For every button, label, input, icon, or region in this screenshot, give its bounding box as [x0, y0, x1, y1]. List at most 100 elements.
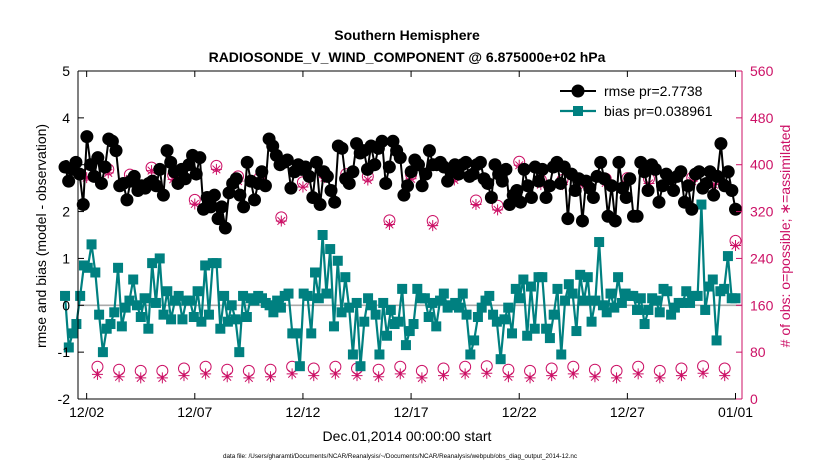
- bias-marker: [582, 272, 593, 283]
- bias-marker: [71, 319, 82, 330]
- rmse-marker: [721, 165, 735, 179]
- y-right-tick-label: 80: [750, 344, 766, 360]
- rmse-marker: [699, 176, 713, 190]
- bias-marker: [650, 295, 661, 306]
- bias-marker: [692, 290, 703, 301]
- rmse-marker: [98, 160, 112, 174]
- rmse-marker: [619, 191, 633, 205]
- bias-marker: [419, 293, 430, 304]
- bias-marker: [635, 293, 646, 304]
- obs-assimilated-marker: [448, 174, 460, 186]
- bias-marker: [662, 286, 673, 297]
- rmse-marker: [62, 174, 76, 188]
- bias-marker: [162, 286, 173, 297]
- rmse-marker: [612, 155, 626, 169]
- legend-rmse-marker: [571, 84, 585, 98]
- bias-marker: [544, 333, 555, 344]
- bias-marker: [548, 309, 559, 320]
- rmse-marker: [685, 202, 699, 216]
- bias-marker: [238, 290, 249, 301]
- rmse-marker: [149, 179, 163, 193]
- y-right-tick-label: 560: [750, 63, 774, 79]
- bias-marker: [374, 349, 385, 360]
- bias-marker: [563, 279, 574, 290]
- obs-assimilated-marker: [264, 371, 276, 383]
- obs-assimilated-marker: [394, 368, 406, 380]
- bias-marker: [453, 302, 464, 313]
- bias-marker: [556, 349, 567, 360]
- rmse-marker: [309, 155, 323, 169]
- obs-assimilated-marker: [459, 368, 471, 380]
- bias-marker: [75, 290, 86, 301]
- rmse-marker: [652, 195, 666, 209]
- bias-marker: [109, 307, 120, 318]
- bias-marker: [382, 330, 393, 341]
- obs-assimilated-marker: [275, 215, 287, 227]
- bias-marker: [552, 283, 563, 294]
- bias-marker: [230, 314, 241, 325]
- rmse-marker: [328, 195, 342, 209]
- obs-assimilated-marker: [351, 370, 363, 382]
- bias-marker: [291, 328, 302, 339]
- bias-marker: [541, 323, 552, 334]
- obs-assimilated-marker: [189, 198, 201, 210]
- bias-marker: [347, 349, 358, 360]
- rmse-marker: [189, 167, 203, 181]
- bias-marker: [404, 326, 415, 337]
- bias-marker: [685, 297, 696, 308]
- obs-assimilated-marker: [156, 372, 168, 384]
- obs-assimilated-marker: [373, 371, 385, 383]
- bias-marker: [514, 293, 525, 304]
- rmse-marker: [160, 144, 174, 158]
- x-tick-label: 01/01: [718, 404, 753, 420]
- rmse-marker: [368, 158, 382, 172]
- bias-marker: [105, 319, 116, 330]
- bias-marker: [472, 312, 483, 322]
- bias-marker: [351, 297, 362, 308]
- bias-marker: [525, 281, 536, 292]
- bias-marker: [211, 258, 222, 269]
- obs-assimilated-marker: [200, 368, 212, 380]
- bias-marker: [154, 253, 165, 264]
- bias-marker: [654, 307, 665, 318]
- bias-marker: [310, 267, 321, 278]
- rmse-marker: [561, 212, 575, 226]
- obs-assimilated-marker: [438, 370, 450, 382]
- rmse-marker: [233, 188, 247, 202]
- rmse-marker: [204, 200, 218, 214]
- bias-marker: [639, 319, 650, 330]
- obs-assimilated-marker: [286, 368, 298, 380]
- obs-assimilated-marker: [589, 371, 601, 383]
- x-tick-label: 12/27: [610, 404, 645, 420]
- chart-title: Southern Hemisphere: [334, 27, 480, 43]
- bias-marker: [128, 274, 139, 285]
- bias-marker: [226, 300, 237, 311]
- bias-marker: [385, 304, 396, 315]
- bias-marker: [537, 272, 548, 283]
- bias-marker: [488, 309, 499, 320]
- rmse-marker: [667, 183, 681, 197]
- y-right-tick-label: 0: [750, 391, 758, 407]
- x-tick-label: 12/17: [394, 404, 429, 420]
- rmse-marker: [178, 172, 192, 186]
- bias-marker: [90, 267, 101, 278]
- bias-marker: [397, 283, 408, 294]
- chart-subtitle: RADIOSONDE_V_WIND_COMPONENT @ 6.875000e+…: [209, 49, 606, 65]
- y-left-tick-label: -2: [58, 391, 71, 407]
- obs-assimilated-marker: [416, 372, 428, 384]
- bias-marker: [590, 295, 601, 306]
- rmse-marker: [313, 198, 327, 212]
- bias-marker: [567, 288, 578, 299]
- bias-marker: [616, 297, 627, 308]
- obs-assimilated-marker: [405, 173, 417, 185]
- rmse-marker: [80, 130, 94, 144]
- bias-marker: [302, 290, 313, 301]
- x-tick-label: 12/07: [177, 404, 212, 420]
- plot-area: -2 -1 0 1 2 3 4 5 0 80 160 240 320 400 480 560 12/02 12/0…: [58, 63, 774, 420]
- rmse-marker: [76, 198, 90, 212]
- rmse-marker: [481, 176, 495, 190]
- bias-marker: [82, 262, 93, 273]
- obs-assimilated-marker: [470, 199, 482, 211]
